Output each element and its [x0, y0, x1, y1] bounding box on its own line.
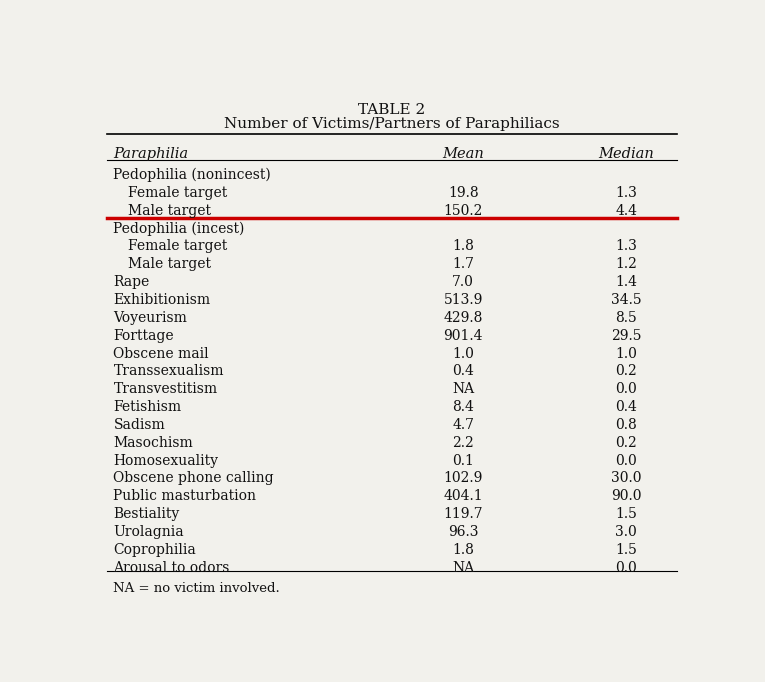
Text: 8.5: 8.5: [615, 311, 637, 325]
Text: NA: NA: [452, 382, 474, 396]
Text: 1.4: 1.4: [615, 275, 637, 289]
Text: Rape: Rape: [113, 275, 150, 289]
Text: 96.3: 96.3: [448, 525, 478, 539]
Text: 7.0: 7.0: [452, 275, 474, 289]
Text: Transvestitism: Transvestitism: [113, 382, 217, 396]
Text: 513.9: 513.9: [444, 293, 483, 307]
Text: Public masturbation: Public masturbation: [113, 490, 256, 503]
Text: 34.5: 34.5: [611, 293, 642, 307]
Text: Obscene mail: Obscene mail: [113, 346, 209, 361]
Text: Homosexuality: Homosexuality: [113, 454, 219, 468]
Text: Pedophilia (incest): Pedophilia (incest): [113, 222, 245, 236]
Text: Sadism: Sadism: [113, 418, 165, 432]
Text: Forttage: Forttage: [113, 329, 174, 342]
Text: 30.0: 30.0: [611, 471, 642, 486]
Text: Mean: Mean: [442, 147, 484, 161]
Text: 0.0: 0.0: [615, 561, 637, 575]
Text: Median: Median: [598, 147, 654, 161]
Text: 0.1: 0.1: [452, 454, 474, 468]
Text: 4.7: 4.7: [452, 418, 474, 432]
Text: Masochism: Masochism: [113, 436, 193, 450]
Text: 1.8: 1.8: [452, 239, 474, 254]
Text: 0.4: 0.4: [615, 400, 637, 414]
Text: 404.1: 404.1: [444, 490, 483, 503]
Text: Arousal to odors: Arousal to odors: [113, 561, 230, 575]
Text: 119.7: 119.7: [444, 507, 483, 521]
Text: Urolagnia: Urolagnia: [113, 525, 184, 539]
Text: Number of Victims/Partners of Paraphiliacs: Number of Victims/Partners of Paraphilia…: [224, 117, 560, 131]
Text: TABLE 2: TABLE 2: [359, 103, 425, 117]
Text: Female target: Female target: [129, 239, 227, 254]
Text: 1.8: 1.8: [452, 543, 474, 557]
Text: 901.4: 901.4: [444, 329, 483, 342]
Text: 0.8: 0.8: [615, 418, 637, 432]
Text: Paraphilia: Paraphilia: [113, 147, 188, 161]
Text: Female target: Female target: [129, 186, 227, 200]
Text: 0.0: 0.0: [615, 382, 637, 396]
Text: 1.5: 1.5: [615, 507, 637, 521]
Text: Obscene phone calling: Obscene phone calling: [113, 471, 274, 486]
Text: 3.0: 3.0: [615, 525, 637, 539]
Text: 0.2: 0.2: [615, 364, 637, 379]
Text: Male target: Male target: [129, 204, 211, 218]
Text: 1.7: 1.7: [452, 257, 474, 271]
Text: 2.2: 2.2: [452, 436, 474, 450]
Text: Fetishism: Fetishism: [113, 400, 181, 414]
Text: 1.3: 1.3: [615, 239, 637, 254]
Text: 1.0: 1.0: [615, 346, 637, 361]
Text: Transsexualism: Transsexualism: [113, 364, 224, 379]
Text: Exhibitionism: Exhibitionism: [113, 293, 210, 307]
Text: 19.8: 19.8: [448, 186, 479, 200]
Text: NA: NA: [452, 561, 474, 575]
Text: NA = no victim involved.: NA = no victim involved.: [113, 582, 280, 595]
Text: Pedophilia (nonincest): Pedophilia (nonincest): [113, 168, 271, 182]
Text: 1.0: 1.0: [452, 346, 474, 361]
Text: 1.2: 1.2: [615, 257, 637, 271]
Text: 4.4: 4.4: [615, 204, 637, 218]
Text: 102.9: 102.9: [444, 471, 483, 486]
Text: 1.3: 1.3: [615, 186, 637, 200]
Text: Bestiality: Bestiality: [113, 507, 180, 521]
Text: Voyeurism: Voyeurism: [113, 311, 187, 325]
Text: 0.0: 0.0: [615, 454, 637, 468]
Text: Coprophilia: Coprophilia: [113, 543, 196, 557]
Text: 90.0: 90.0: [611, 490, 642, 503]
Text: Male target: Male target: [129, 257, 211, 271]
Text: 150.2: 150.2: [444, 204, 483, 218]
Text: 1.5: 1.5: [615, 543, 637, 557]
Text: 29.5: 29.5: [611, 329, 642, 342]
Text: 0.4: 0.4: [452, 364, 474, 379]
Text: 8.4: 8.4: [452, 400, 474, 414]
Text: 0.2: 0.2: [615, 436, 637, 450]
Text: 429.8: 429.8: [444, 311, 483, 325]
